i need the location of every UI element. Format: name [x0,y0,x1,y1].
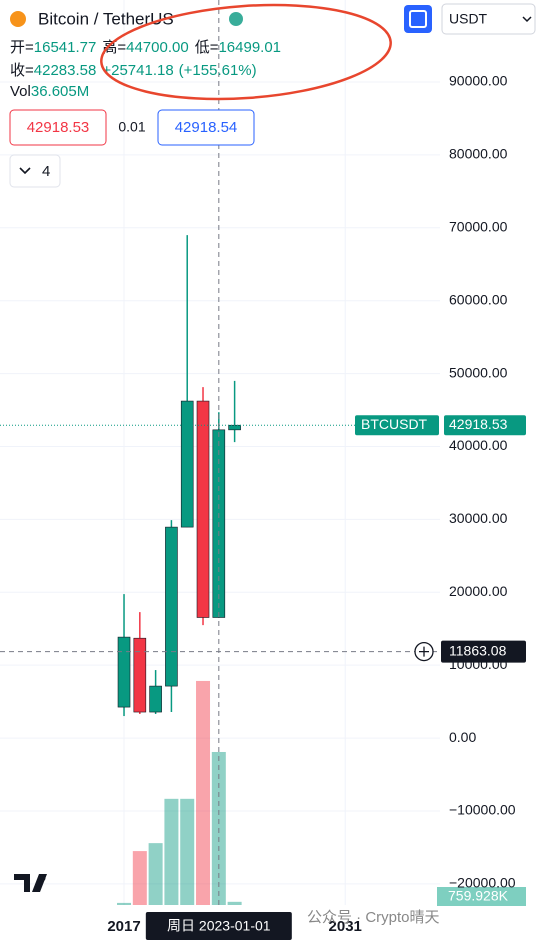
bid-box[interactable] [9,109,107,146]
crosshair-y-box [441,640,526,663]
select-arrow [522,16,532,23]
y-tick-label: 0.00 [449,729,476,745]
watermark: 公众号 · Crypto晴天 [307,909,440,926]
indicator-count: 4 [42,163,50,180]
spread: 0.01 [118,119,145,135]
close-legend: 收=42283.58 +25741.18 (+155.61%) [10,62,257,79]
vol: 36.605M [31,83,89,100]
x-tick-label: 2017 [107,918,140,935]
tv-logo-dot [38,874,46,882]
ask-box[interactable] [157,109,255,146]
ask: 42918.54 [175,119,238,136]
candle-body [165,526,178,687]
currency-select[interactable] [441,3,536,35]
candles [117,235,241,717]
high-label: 高= [102,39,126,56]
symbol-title: Bitcoin / TetherUS [38,9,174,28]
crosshair-x-box [145,912,292,940]
y-tick-label: 30000.00 [449,510,508,526]
high: 44700.00 [126,39,189,56]
candle-body [117,636,131,708]
change-pct: (+155.61%) [179,62,257,79]
bid: 42918.53 [27,119,90,136]
status-dot [229,12,243,26]
volume-bar [227,901,242,905]
candle-body [228,424,241,431]
price-badge [444,415,526,436]
fullscreen-icon [409,10,427,28]
low-label: 低= [195,39,219,56]
chevron [19,167,31,175]
vol-legend: Vol36.605M [10,83,89,100]
y-tick-label: −10000.00 [449,802,516,818]
volume-bar [117,902,132,905]
y-tick-label: 90000.00 [449,73,508,89]
y-tick-label: 50000.00 [449,364,508,380]
symbol-badge-text: BTCUSDT [361,416,428,432]
indicators-toggle[interactable] [9,154,61,188]
axis-layer: −20000.00 −10000.00 0.00 10000.00 20000.00 30… [107,73,516,940]
x-tick-label: 2031 [329,918,362,935]
volume-pane [117,680,242,905]
annotation-ellipse [100,3,392,101]
low: 16499.01 [218,39,281,56]
ohlc-legend: 开=16541.77 高=44700.00 低=16499.01 [10,39,281,56]
candle-body [133,637,147,713]
crosshair-x-label: 周日 2023-01-01 [167,918,271,934]
y-tick-label: 10000.00 [449,656,508,672]
y-tick-label: 60000.00 [449,291,508,307]
fullscreen-button[interactable] [404,5,432,33]
open: 16541.77 [34,39,97,56]
btc-icon [10,11,26,27]
overlay: 759.928K BTCUSDT 42918.53 11863.08 [0,0,526,907]
y-tick-label: 40000.00 [449,437,508,453]
close-label: 收= [10,62,34,79]
open-label: 开= [10,39,34,56]
vol-label: Vol [10,83,31,100]
volume-bar [164,798,179,905]
volume-bar [180,798,195,905]
symbol-badge [355,415,439,436]
volume-label: 759.928K [448,888,509,904]
y-tick-label: −20000.00 [449,875,516,891]
y-tick-label: 70000.00 [449,219,508,235]
candle-body [149,685,162,713]
y-tick-label: 80000.00 [449,146,508,162]
volume-bar [148,843,163,905]
price-badge-text: 42918.53 [449,416,508,432]
candle-body [180,400,194,528]
currency: USDT [449,11,488,27]
volume-label-box [437,887,526,907]
close: 42283.58 [34,62,97,79]
volume-bar [132,851,147,905]
y-tick-label: 20000.00 [449,583,508,599]
change: +25741.18 [102,62,173,79]
candle-body [196,400,210,618]
crosshair-y-label: 11863.08 [449,642,507,658]
add-icon [419,646,429,657]
volume-bar [196,680,211,905]
